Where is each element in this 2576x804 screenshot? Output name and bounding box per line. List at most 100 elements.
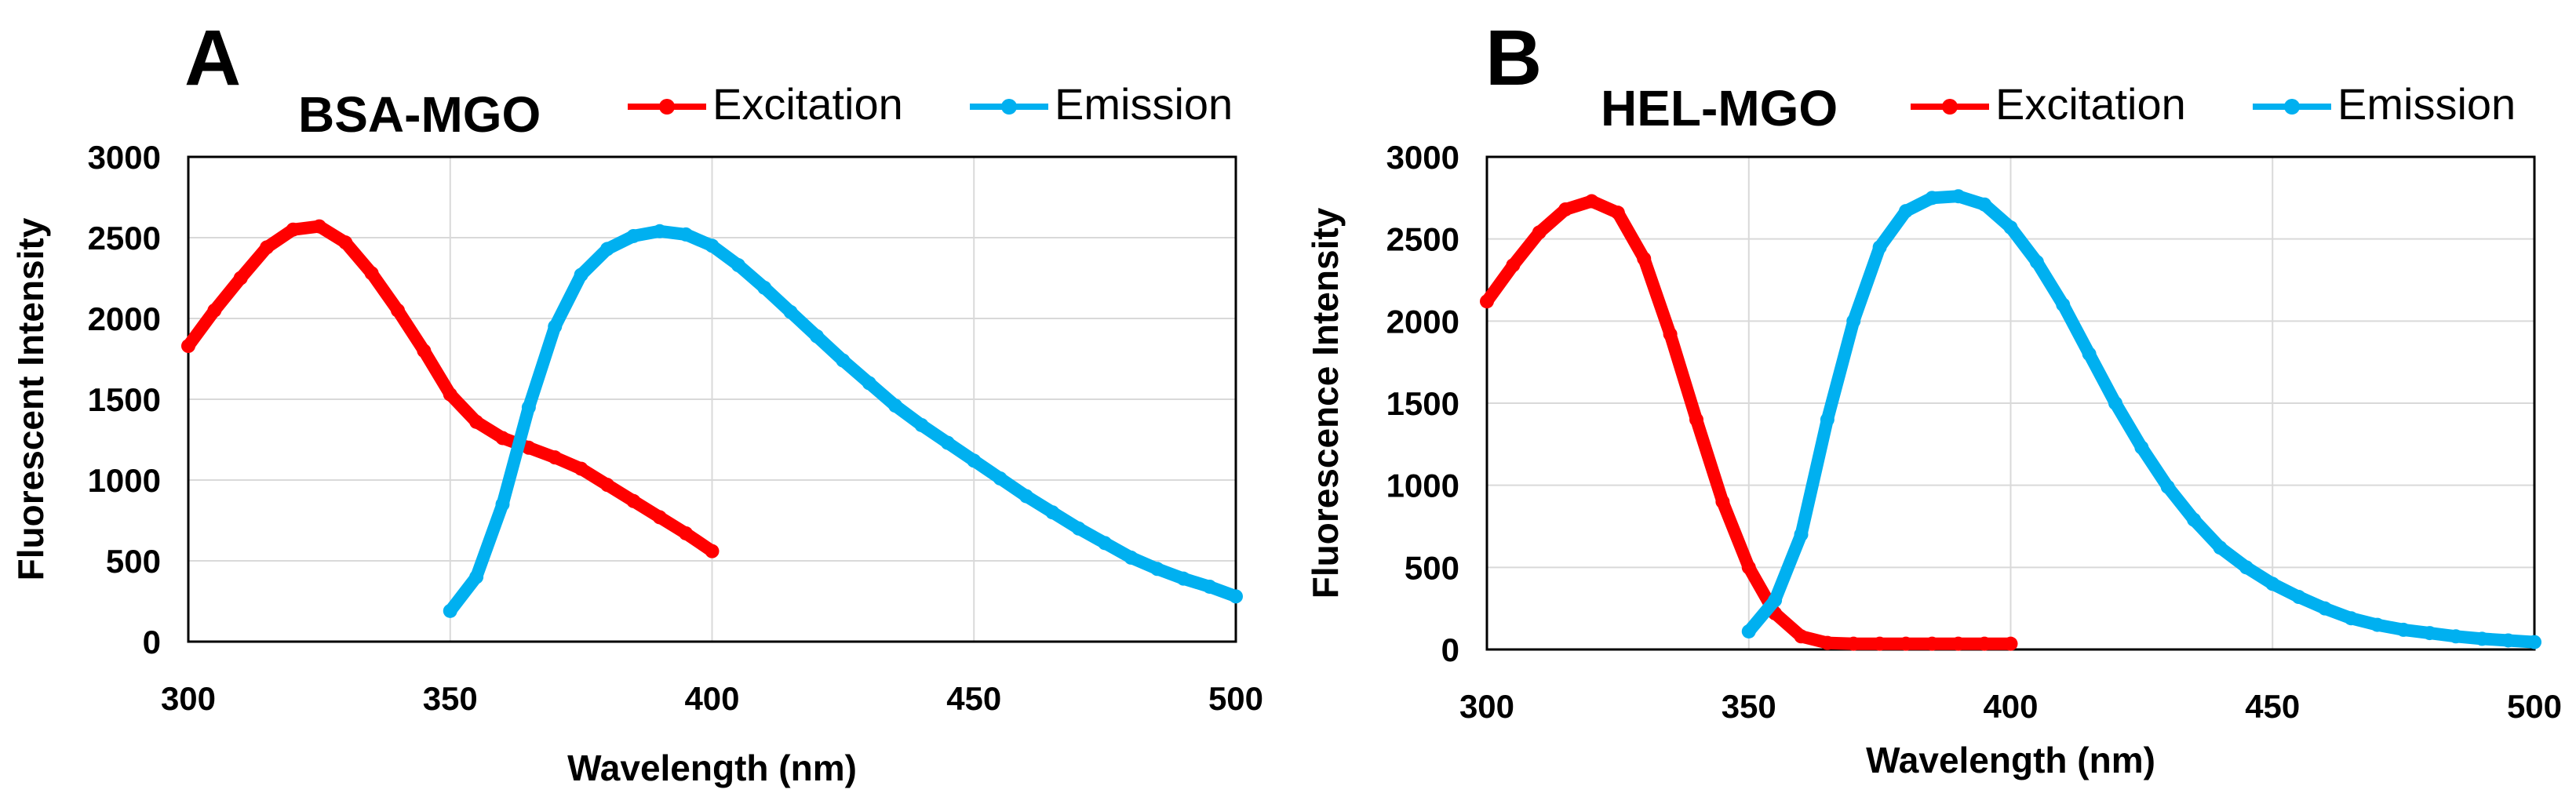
emission-point bbox=[2318, 601, 2332, 616]
y-tick-label: 3000 bbox=[88, 139, 161, 176]
emission-point bbox=[862, 376, 876, 391]
emission-point bbox=[836, 353, 851, 368]
x-tick-label: 300 bbox=[1459, 688, 1514, 725]
y-tick-label: 1000 bbox=[1386, 467, 1459, 504]
x-axis-title: Wavelength (nm) bbox=[1866, 740, 2155, 780]
excitation-point bbox=[1506, 258, 1521, 273]
x-tick-label: 350 bbox=[423, 680, 478, 717]
emission-point bbox=[2370, 617, 2385, 632]
y-tick-label: 1500 bbox=[88, 381, 161, 418]
excitation-point bbox=[1610, 206, 1625, 220]
x-tick-label: 350 bbox=[1722, 688, 1776, 725]
emission-point bbox=[2396, 622, 2411, 637]
excitation-point bbox=[1663, 327, 1678, 342]
emission-point bbox=[1820, 412, 1835, 427]
excitation-point bbox=[1846, 636, 1861, 651]
legend-entry-excitation: Excitation bbox=[1911, 79, 2186, 129]
emission-point bbox=[888, 398, 903, 413]
emission-point bbox=[1977, 197, 1992, 212]
emission-line bbox=[1742, 190, 2541, 649]
series-excitation bbox=[1480, 194, 2018, 651]
excitation-point bbox=[679, 526, 694, 540]
x-tick-label: 450 bbox=[2245, 688, 2300, 725]
legend-label: Excitation bbox=[1995, 79, 2186, 129]
plot-area-frame bbox=[187, 155, 1237, 643]
legend-swatch-marker bbox=[1001, 99, 1017, 115]
y-axis-title: Fluorescence Intensity bbox=[1305, 207, 1346, 598]
excitation-point bbox=[495, 431, 510, 446]
excitation-point bbox=[705, 544, 720, 558]
excitation-point bbox=[1951, 636, 1966, 651]
legend-label: Emission bbox=[1055, 79, 1233, 129]
emission-point bbox=[757, 280, 772, 295]
emission-point bbox=[2527, 635, 2541, 649]
excitation-point bbox=[312, 219, 326, 234]
y-tick-label: 3000 bbox=[1386, 139, 1459, 176]
emission-point bbox=[1098, 536, 1113, 551]
legend-label: Excitation bbox=[712, 79, 903, 129]
y-tick-label: 2000 bbox=[1386, 303, 1459, 340]
legend-swatch-marker bbox=[1942, 99, 1958, 115]
x-tick-label: 400 bbox=[684, 680, 739, 717]
emission-point bbox=[1019, 489, 1033, 504]
emission-point bbox=[2160, 479, 2175, 494]
series-emission bbox=[1741, 189, 2541, 649]
emission-point bbox=[2003, 220, 2018, 235]
excitation-point bbox=[1794, 629, 1809, 644]
emission-point bbox=[1071, 521, 1086, 536]
emission-point bbox=[2239, 560, 2254, 575]
emission-point bbox=[1872, 240, 1887, 255]
excitation-point bbox=[1899, 636, 1913, 651]
emission-point bbox=[810, 329, 824, 344]
y-tick-label: 0 bbox=[1441, 631, 1459, 668]
emission-point bbox=[2056, 297, 2071, 312]
excitation-point bbox=[1584, 194, 1599, 209]
emission-point bbox=[495, 497, 510, 511]
excitation-point bbox=[1637, 251, 1652, 266]
x-tick-label: 500 bbox=[2507, 688, 2562, 725]
panel-letter: B bbox=[1485, 14, 1542, 102]
emission-point bbox=[1124, 550, 1139, 565]
excitation-point bbox=[338, 235, 353, 250]
excitation-point bbox=[1480, 294, 1494, 309]
legend-entry-emission: Emission bbox=[970, 79, 1233, 129]
emission-point bbox=[705, 238, 720, 253]
chart-panel-a: 0 500 1000 1500 2000 2500 3000 300 350 400 450 500 W… bbox=[10, 14, 1263, 788]
excitation-point bbox=[548, 450, 563, 465]
y-tick-label: 1000 bbox=[88, 462, 161, 499]
emission-point bbox=[443, 603, 457, 618]
excitation-point bbox=[233, 271, 248, 286]
emission-point bbox=[993, 471, 1007, 486]
emission-point bbox=[940, 435, 955, 450]
y-axis-title: Fluorescent Intensity bbox=[10, 217, 51, 580]
emission-point bbox=[1846, 314, 1861, 329]
excitation-point bbox=[181, 339, 195, 354]
y-tick-label: 0 bbox=[143, 624, 161, 660]
emission-point bbox=[1176, 571, 1191, 586]
chart-title: HEL-MGO bbox=[1601, 80, 1838, 136]
legend-entry-excitation: Excitation bbox=[628, 79, 903, 129]
emission-point bbox=[2134, 440, 2149, 455]
excitation-point bbox=[626, 493, 641, 508]
x-tick-label: 450 bbox=[946, 680, 1001, 717]
y-tick-label: 2500 bbox=[88, 220, 161, 256]
emission-point bbox=[1150, 562, 1164, 577]
excitation-point bbox=[1715, 494, 1730, 509]
emission-point bbox=[2422, 626, 2437, 641]
emission-point bbox=[2029, 254, 2044, 269]
legend-swatch-marker bbox=[659, 99, 675, 115]
emission-point bbox=[2265, 577, 2280, 591]
emission-point bbox=[1925, 191, 1940, 206]
y-tick-label: 500 bbox=[1405, 549, 1459, 586]
emission-point bbox=[914, 417, 929, 432]
emission-point bbox=[2475, 631, 2490, 646]
emission-point bbox=[2082, 347, 2097, 362]
emission-point bbox=[600, 242, 614, 256]
excitation-point bbox=[652, 510, 667, 525]
emission-point bbox=[783, 304, 798, 319]
excitation-point bbox=[574, 461, 588, 476]
x-tick-label: 300 bbox=[161, 680, 216, 717]
emission-point bbox=[626, 228, 641, 243]
excitation-point bbox=[1925, 636, 1940, 651]
